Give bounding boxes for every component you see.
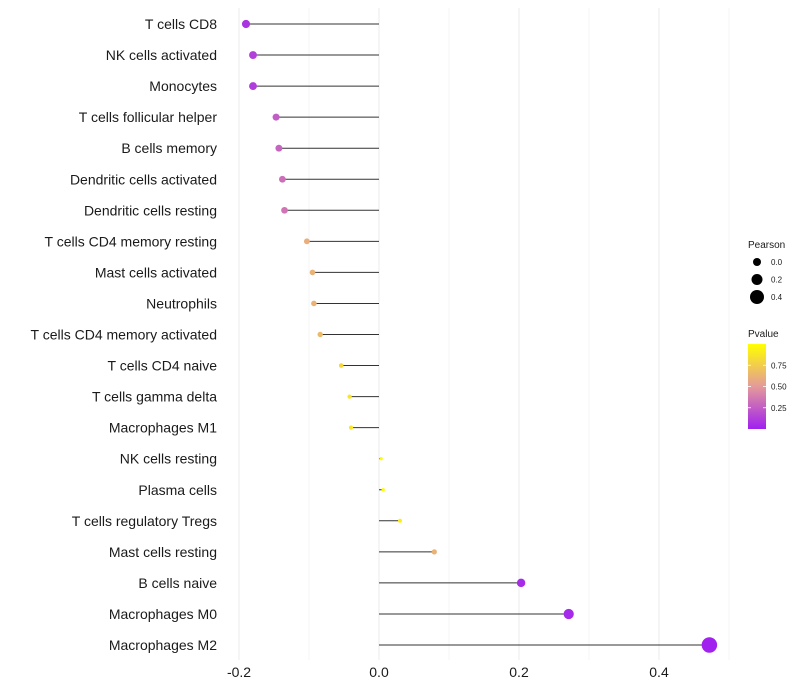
grid-lines bbox=[238, 8, 730, 660]
y-category-label: T cells CD4 memory resting bbox=[45, 233, 217, 249]
pvalue-legend-label: 0.50 bbox=[771, 383, 787, 392]
y-category-label: T cells CD4 memory activated bbox=[31, 327, 217, 343]
y-category-label: NK cells activated bbox=[106, 47, 217, 63]
x-tick-label: 0.0 bbox=[369, 664, 389, 680]
y-category-label: B cells memory bbox=[121, 140, 217, 156]
x-tick-label: -0.2 bbox=[227, 664, 251, 680]
pvalue-legend-label: 0.75 bbox=[771, 361, 787, 370]
pvalue-legend-label: 0.25 bbox=[771, 404, 787, 413]
y-category-label: T cells CD4 naive bbox=[108, 358, 218, 374]
lollipop-point bbox=[249, 51, 257, 59]
y-category-label: Macrophages M2 bbox=[109, 637, 217, 653]
y-category-label: Monocytes bbox=[149, 78, 217, 94]
lollipop-point bbox=[563, 608, 574, 620]
lollipop-point bbox=[348, 425, 354, 430]
y-category-label: T cells gamma delta bbox=[92, 389, 217, 405]
y-category-label: B cells naive bbox=[138, 575, 217, 591]
lollipop-point bbox=[275, 144, 283, 152]
lollipop-point bbox=[381, 488, 385, 492]
y-category-label: Neutrophils bbox=[146, 295, 217, 311]
pvalue-colorbar bbox=[748, 344, 766, 429]
size-legend-key bbox=[751, 274, 763, 285]
size-legend-key bbox=[750, 290, 764, 304]
y-category-label: Macrophages M1 bbox=[109, 420, 217, 436]
lollipop-point bbox=[309, 269, 316, 276]
pvalue-legend-title: Pvalue bbox=[748, 329, 779, 340]
lollipop-point bbox=[241, 19, 251, 29]
y-category-label: Dendritic cells activated bbox=[70, 171, 217, 187]
x-tick-label: 0.2 bbox=[509, 664, 529, 680]
x-tick-label: 0.4 bbox=[649, 664, 669, 680]
size-legend-key bbox=[753, 258, 761, 266]
y-category-label: Dendritic cells resting bbox=[84, 202, 217, 218]
size-legend-label: 0.0 bbox=[771, 258, 783, 267]
lollipop-point bbox=[431, 549, 437, 555]
y-category-label: NK cells resting bbox=[120, 451, 217, 467]
lollipop-point bbox=[347, 394, 352, 399]
size-legend: Pearson 0.0 0.2 0.4 bbox=[748, 240, 785, 304]
y-category-label: T cells follicular helper bbox=[79, 109, 218, 125]
y-category-label: T cells regulatory Tregs bbox=[72, 513, 217, 529]
y-axis-labels: T cells CD8 NK cells activated Monocytes T … bbox=[31, 16, 218, 653]
stems-group bbox=[246, 23, 710, 646]
lollipop-point bbox=[281, 206, 288, 214]
lollipop-point bbox=[249, 82, 257, 91]
lollipop-point bbox=[311, 300, 317, 307]
size-legend-title: Pearson bbox=[748, 240, 785, 251]
lollipop-point bbox=[516, 578, 526, 588]
lollipop-point bbox=[303, 238, 310, 245]
lollipop-point bbox=[317, 331, 323, 338]
y-category-label: Macrophages M0 bbox=[109, 606, 217, 622]
y-category-label: Plasma cells bbox=[138, 482, 217, 498]
lollipop-point bbox=[701, 637, 718, 653]
size-legend-label: 0.2 bbox=[771, 276, 783, 285]
y-category-label: Mast cells activated bbox=[95, 264, 217, 280]
lollipop-point bbox=[279, 175, 286, 183]
lollipop-point bbox=[398, 518, 402, 523]
size-legend-label: 0.4 bbox=[771, 293, 783, 302]
points-group bbox=[241, 19, 718, 653]
lollipop-point bbox=[272, 113, 280, 121]
pvalue-legend: Pvalue 0.75 0.50 0.25 bbox=[748, 329, 787, 429]
lollipop-point bbox=[379, 457, 383, 461]
y-category-label: Mast cells resting bbox=[109, 544, 217, 560]
y-category-label: T cells CD8 bbox=[145, 16, 217, 32]
x-axis-ticks: -0.2 0.0 0.2 0.4 bbox=[227, 664, 669, 680]
lollipop-point bbox=[338, 363, 344, 368]
